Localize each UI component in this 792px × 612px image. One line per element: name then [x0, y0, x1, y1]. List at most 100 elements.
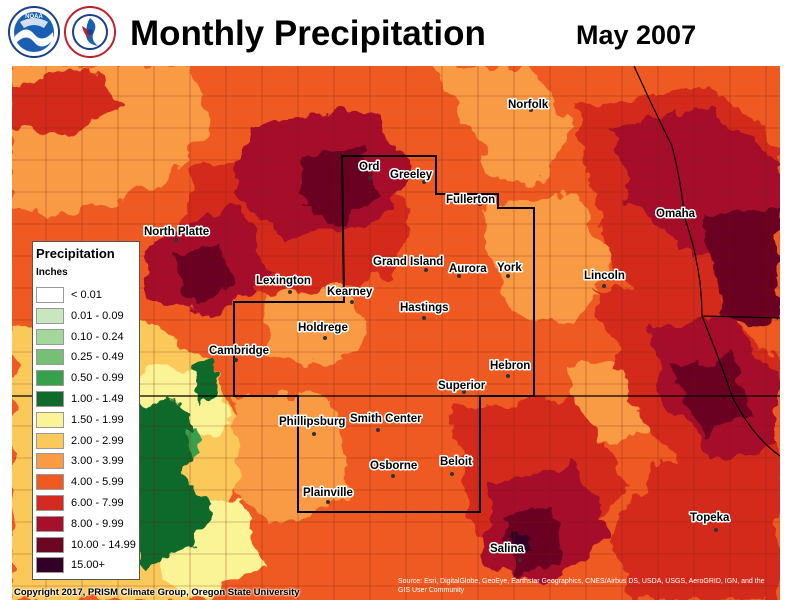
- legend-swatch: [36, 287, 64, 303]
- legend-class-label: 1.50 - 1.99: [71, 413, 124, 426]
- city-dot-kearney: [350, 300, 354, 304]
- city-dot-topeka: [714, 528, 718, 532]
- legend-class-row: 4.00 - 5.99: [36, 474, 140, 492]
- city-dot-ord: [368, 176, 372, 180]
- legend-class-label: 3.00 - 3.99: [71, 455, 124, 468]
- legend-class-label: 4.00 - 5.99: [71, 476, 124, 489]
- legend-swatch: [36, 453, 64, 470]
- legend-swatch: [36, 515, 64, 532]
- city-label-holdrege: Holdrege: [298, 322, 348, 334]
- legend-swatch: [36, 536, 64, 553]
- city-dot-smith-center: [376, 428, 380, 432]
- legend-class-row: 3.00 - 3.99: [36, 453, 140, 471]
- legend-class-row: 1.50 - 1.99: [36, 411, 140, 430]
- city-label-norfolk: Norfolk: [508, 99, 549, 111]
- legend-class-label: 0.50 - 0.99: [71, 372, 124, 385]
- legend-title: Precipitation: [36, 246, 115, 261]
- city-dot-hastings: [422, 316, 426, 320]
- legend-swatch: [36, 495, 64, 511]
- city-label-york: York: [497, 262, 522, 274]
- city-label-smith-center: Smith Center: [350, 413, 422, 425]
- legend-swatch: [36, 370, 64, 387]
- legend-class-row: 1.00 - 1.49: [36, 391, 140, 409]
- city-dot-norfolk: [529, 108, 533, 112]
- city-label-cambridge: Cambridge: [209, 345, 269, 357]
- city-label-north-platte: North Platte: [144, 226, 209, 238]
- city-label-omaha: Omaha: [656, 208, 696, 220]
- legend-class-label: 0.10 - 0.24: [71, 330, 124, 343]
- city-dot-greeley: [422, 180, 426, 184]
- legend-swatch: [36, 391, 64, 407]
- city-dot-aurora: [457, 274, 461, 278]
- national-weather-service-logo: [64, 6, 116, 58]
- city-label-fullerton: Fullerton: [446, 194, 495, 206]
- legend: Precipitation Inches < 0.01 0.01 - 0.09 0.…: [32, 241, 140, 580]
- city-dot-beloit: [450, 472, 454, 476]
- legend-class-label: 0.25 - 0.49: [71, 351, 124, 364]
- legend-class-row: 8.00 - 9.99: [36, 515, 140, 534]
- legend-swatch: [36, 432, 64, 449]
- city-dot-york: [506, 274, 510, 278]
- city-label-kearney: Kearney: [327, 286, 373, 298]
- legend-swatch: [36, 557, 64, 574]
- legend-class-row: 10.00 - 14.99: [36, 536, 140, 555]
- svg-text:NOAA: NOAA: [25, 14, 43, 20]
- legend-class-row: 6.00 - 7.99: [36, 495, 140, 513]
- missouri-river-border: [633, 66, 780, 319]
- map-title: Monthly Precipitation: [130, 14, 486, 53]
- city-label-hastings: Hastings: [400, 302, 449, 314]
- legend-swatch: [36, 474, 64, 491]
- city-dot-grand-island: [424, 268, 428, 272]
- legend-class-row: < 0.01: [36, 287, 140, 305]
- legend-class-label: 0.01 - 0.09: [71, 309, 124, 322]
- noaa-logo: NOAA: [8, 6, 60, 58]
- map-date: May 2007: [576, 20, 697, 50]
- missouri-border: [701, 315, 780, 457]
- legend-swatch: [36, 349, 64, 366]
- city-label-greeley: Greeley: [390, 169, 433, 181]
- city-dot-lincoln: [602, 284, 606, 288]
- legend-units: Inches: [36, 267, 68, 278]
- legend-class-row: 15.00+: [36, 557, 140, 575]
- legend-class-label: 15.00+: [71, 559, 105, 572]
- legend-class-row: 2.00 - 2.99: [36, 432, 140, 451]
- city-label-superior: Superior: [438, 380, 486, 392]
- legend-swatch: [36, 411, 64, 428]
- city-label-ord: Ord: [359, 161, 379, 173]
- forecast-area-outline: [233, 155, 535, 513]
- legend-class-row: 0.01 - 0.09: [36, 307, 140, 326]
- legend-class-label: 6.00 - 7.99: [71, 497, 124, 509]
- city-label-salina: Salina: [490, 543, 524, 555]
- city-dot-superior: [462, 390, 466, 394]
- city-dot-fullerton: [478, 202, 482, 206]
- city-dot-salina: [518, 558, 522, 562]
- city-label-aurora: Aurora: [449, 263, 487, 275]
- legend-class-label: 2.00 - 2.99: [71, 434, 124, 447]
- city-label-osborne: Osborne: [370, 460, 417, 472]
- copyright-text: Copyright 2017, PRISM Climate Group, Ore…: [14, 587, 300, 598]
- city-dot-hebron: [506, 374, 510, 378]
- city-label-phillipsburg: Phillipsburg: [279, 416, 345, 428]
- city-dot-omaha: [682, 216, 686, 220]
- city-dot-phillipsburg: [312, 432, 316, 436]
- city-label-lincoln: Lincoln: [584, 270, 625, 282]
- city-dot-lexington: [288, 290, 292, 294]
- legend-class-row: 0.50 - 0.99: [36, 370, 140, 388]
- city-label-lexington: Lexington: [256, 275, 311, 287]
- legend-swatch: [36, 328, 64, 345]
- city-label-topeka: Topeka: [690, 512, 730, 524]
- city-label-hebron: Hebron: [490, 360, 530, 372]
- legend-class-label: < 0.01: [71, 289, 102, 301]
- city-label-grand-island: Grand Island: [373, 256, 443, 268]
- legend-class-row: 0.10 - 0.24: [36, 328, 140, 347]
- city-dot-cambridge: [234, 358, 238, 362]
- legend-class-row: 0.25 - 0.49: [36, 349, 140, 367]
- legend-class-label: 10.00 - 14.99: [71, 538, 136, 551]
- city-dot-plainville: [326, 500, 330, 504]
- city-markers: Norfolk Ord Greeley Fullerton North Plat…: [143, 98, 732, 562]
- city-dot-north-platte: [174, 238, 178, 242]
- city-label-plainville: Plainville: [303, 487, 353, 499]
- legend-class-label: 1.00 - 1.49: [71, 393, 124, 405]
- city-dot-holdrege: [323, 336, 327, 340]
- legend-class-label: 8.00 - 9.99: [71, 517, 124, 530]
